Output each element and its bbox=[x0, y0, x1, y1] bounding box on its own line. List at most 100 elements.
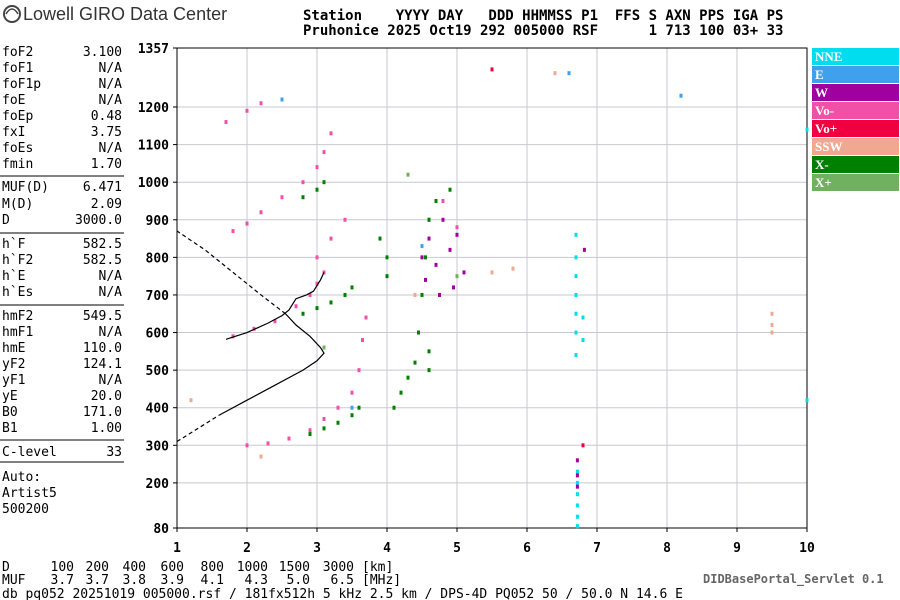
legend-swatch bbox=[812, 138, 899, 155]
echo-point bbox=[399, 390, 403, 395]
y-tick-label: 200 bbox=[146, 477, 170, 492]
legend-swatch bbox=[812, 156, 899, 173]
param-name: D bbox=[2, 213, 10, 228]
echo-point bbox=[420, 244, 424, 249]
echo-point bbox=[266, 441, 270, 446]
echo-point bbox=[427, 349, 431, 354]
muf-value: 3.8 bbox=[123, 573, 146, 588]
logo-icon bbox=[3, 5, 21, 23]
muf-value: 4.1 bbox=[201, 573, 224, 588]
header-line: Station YYYY DAY DDD HHMMSS P1 FFS S AXN… bbox=[303, 8, 783, 24]
param-name: hmF2 bbox=[2, 309, 33, 324]
plot-frame bbox=[176, 47, 808, 529]
echo-point bbox=[259, 210, 263, 215]
echo-point bbox=[231, 229, 235, 234]
y-tick-label: 1357 bbox=[138, 42, 169, 57]
x-tick-label: 5 bbox=[453, 541, 461, 556]
echo-point bbox=[452, 285, 455, 290]
y-tick-label: 500 bbox=[146, 364, 170, 379]
echo-point bbox=[805, 127, 809, 132]
file-info: db pq052 20251019 005000.rsf / 181fx512h… bbox=[2, 587, 683, 600]
echo-point bbox=[361, 338, 364, 343]
param-name: C-level bbox=[2, 445, 57, 460]
distance-value: 400 bbox=[123, 560, 146, 575]
echo-point bbox=[280, 97, 284, 102]
param-value: 3.100 bbox=[83, 45, 122, 60]
echo-point bbox=[343, 292, 347, 297]
echo-point bbox=[424, 255, 427, 260]
legend-label: E bbox=[815, 67, 824, 82]
logo: Lowell GIRO Data Center bbox=[3, 4, 227, 24]
echo-point bbox=[434, 198, 438, 203]
param-value: 582.5 bbox=[83, 253, 122, 268]
echo-point bbox=[315, 306, 319, 311]
param-value: 3.75 bbox=[91, 125, 122, 140]
param-name: yE bbox=[2, 389, 18, 404]
echo-point bbox=[329, 131, 333, 136]
muf-value: 3.7 bbox=[86, 573, 109, 588]
muf-value: 3.9 bbox=[161, 573, 184, 588]
x-tick-label: 9 bbox=[733, 541, 741, 556]
param-value: N/A bbox=[99, 373, 123, 388]
param-value: 582.5 bbox=[83, 237, 122, 252]
echo-point bbox=[350, 405, 354, 410]
echo-point bbox=[462, 270, 466, 275]
echo-point bbox=[575, 480, 579, 485]
echo-point bbox=[350, 285, 354, 290]
param-value: N/A bbox=[99, 325, 123, 340]
param-name: B1 bbox=[2, 421, 18, 436]
echo-point bbox=[575, 473, 579, 478]
legend-swatch bbox=[812, 66, 899, 83]
y-tick-label: 400 bbox=[146, 402, 170, 417]
echo-point bbox=[448, 187, 452, 192]
param-name: foEs bbox=[2, 141, 33, 156]
param-name: h`E bbox=[2, 269, 25, 284]
height-profile bbox=[176, 414, 220, 443]
echo-point bbox=[575, 492, 579, 497]
unit: [MHz] bbox=[362, 573, 401, 588]
echo-point bbox=[679, 93, 683, 98]
legend-swatch bbox=[812, 174, 899, 191]
param-value: 1.00 bbox=[91, 421, 122, 436]
height-profile bbox=[225, 272, 325, 340]
echo-point bbox=[245, 221, 249, 226]
echo-point bbox=[308, 428, 312, 433]
echo-point bbox=[336, 420, 340, 425]
echo-point bbox=[413, 292, 417, 297]
param-value: 0.48 bbox=[91, 109, 122, 124]
param-name: h`F bbox=[2, 237, 26, 252]
legend-swatch bbox=[812, 84, 899, 101]
param-value: 124.1 bbox=[83, 357, 122, 372]
param-name: MUF(D) bbox=[2, 180, 49, 195]
echo-point bbox=[567, 71, 571, 76]
scaler-info: 500200 bbox=[2, 502, 49, 517]
muf-value: 4.3 bbox=[245, 573, 268, 588]
param-name: h`F2 bbox=[2, 253, 33, 268]
muf-row-label: MUF bbox=[2, 573, 26, 588]
echo-point bbox=[434, 262, 438, 267]
muf-value: 3.7 bbox=[51, 573, 74, 588]
param-value: 2.09 bbox=[91, 197, 122, 212]
echo-point bbox=[575, 469, 579, 474]
echo-point bbox=[420, 255, 424, 260]
echo-point bbox=[350, 413, 354, 418]
echo-point bbox=[315, 281, 319, 286]
x-tick-label: 7 bbox=[593, 541, 601, 556]
param-value: 171.0 bbox=[83, 405, 122, 420]
echo-point bbox=[231, 334, 235, 339]
param-value: 549.5 bbox=[83, 309, 122, 324]
x-tick-label: 10 bbox=[799, 541, 815, 556]
scaler-info: Artist5 bbox=[2, 486, 57, 501]
param-value: N/A bbox=[99, 269, 123, 284]
param-value: 6.471 bbox=[83, 180, 122, 195]
echo-point bbox=[575, 503, 579, 508]
echo-point bbox=[245, 108, 249, 113]
echo-point bbox=[343, 217, 347, 222]
echo-point bbox=[511, 266, 515, 271]
echo-point bbox=[574, 292, 578, 297]
param-value: 110.0 bbox=[83, 341, 122, 356]
grid bbox=[176, 47, 808, 529]
legend-swatch bbox=[812, 120, 899, 137]
echo-point bbox=[455, 274, 459, 279]
param-value: N/A bbox=[99, 61, 123, 76]
